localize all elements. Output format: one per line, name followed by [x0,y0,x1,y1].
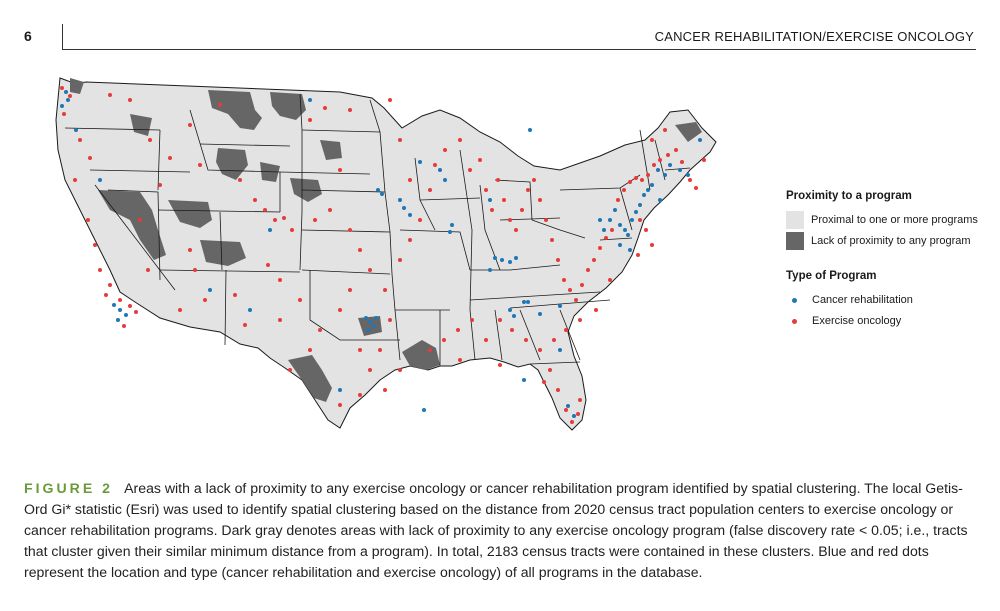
proximity-legend-heading: Proximity to a program [786,190,912,202]
map-legend: Proximity to a program Proximal to one o… [786,190,986,332]
page-number: 6 [24,28,32,44]
figure-label: FIGURE 2 [24,480,113,496]
legend-item-rehab: Cancer rehabilitation [786,290,986,310]
legend-item-proximal: Proximal to one or more programs [786,210,986,230]
proximal-label: Proximal to one or more programs [811,214,978,226]
exercise-program-dots [60,86,706,424]
type-legend-heading: Type of Program [786,270,877,282]
rehab-dot-icon [792,297,797,303]
legend-item-lack: Lack of proximity to any program [786,231,986,251]
running-title: CANCER REHABILITATION/EXERCISE ONCOLOGY [654,29,974,44]
page-header: 6 CANCER REHABILITATION/EXERCISE ONCOLOG… [0,0,1000,52]
header-divider [62,24,63,50]
lack-label: Lack of proximity to any program [811,235,971,247]
caption-text: Areas with a lack of proximity to any ex… [24,480,968,580]
exercise-label: Exercise oncology [812,315,902,327]
lack-swatch [786,232,804,250]
state-borders [64,93,691,366]
rehab-program-dots [60,90,702,418]
exercise-dot-icon [792,318,797,324]
us-map-figure [40,70,760,455]
us-map [55,77,717,431]
proximal-swatch [786,211,804,229]
figure-caption: FIGURE 2 Areas with a lack of proximity … [24,478,968,583]
header-rule [62,49,976,50]
legend-item-exercise: Exercise oncology [786,311,986,331]
rehab-label: Cancer rehabilitation [812,294,913,306]
